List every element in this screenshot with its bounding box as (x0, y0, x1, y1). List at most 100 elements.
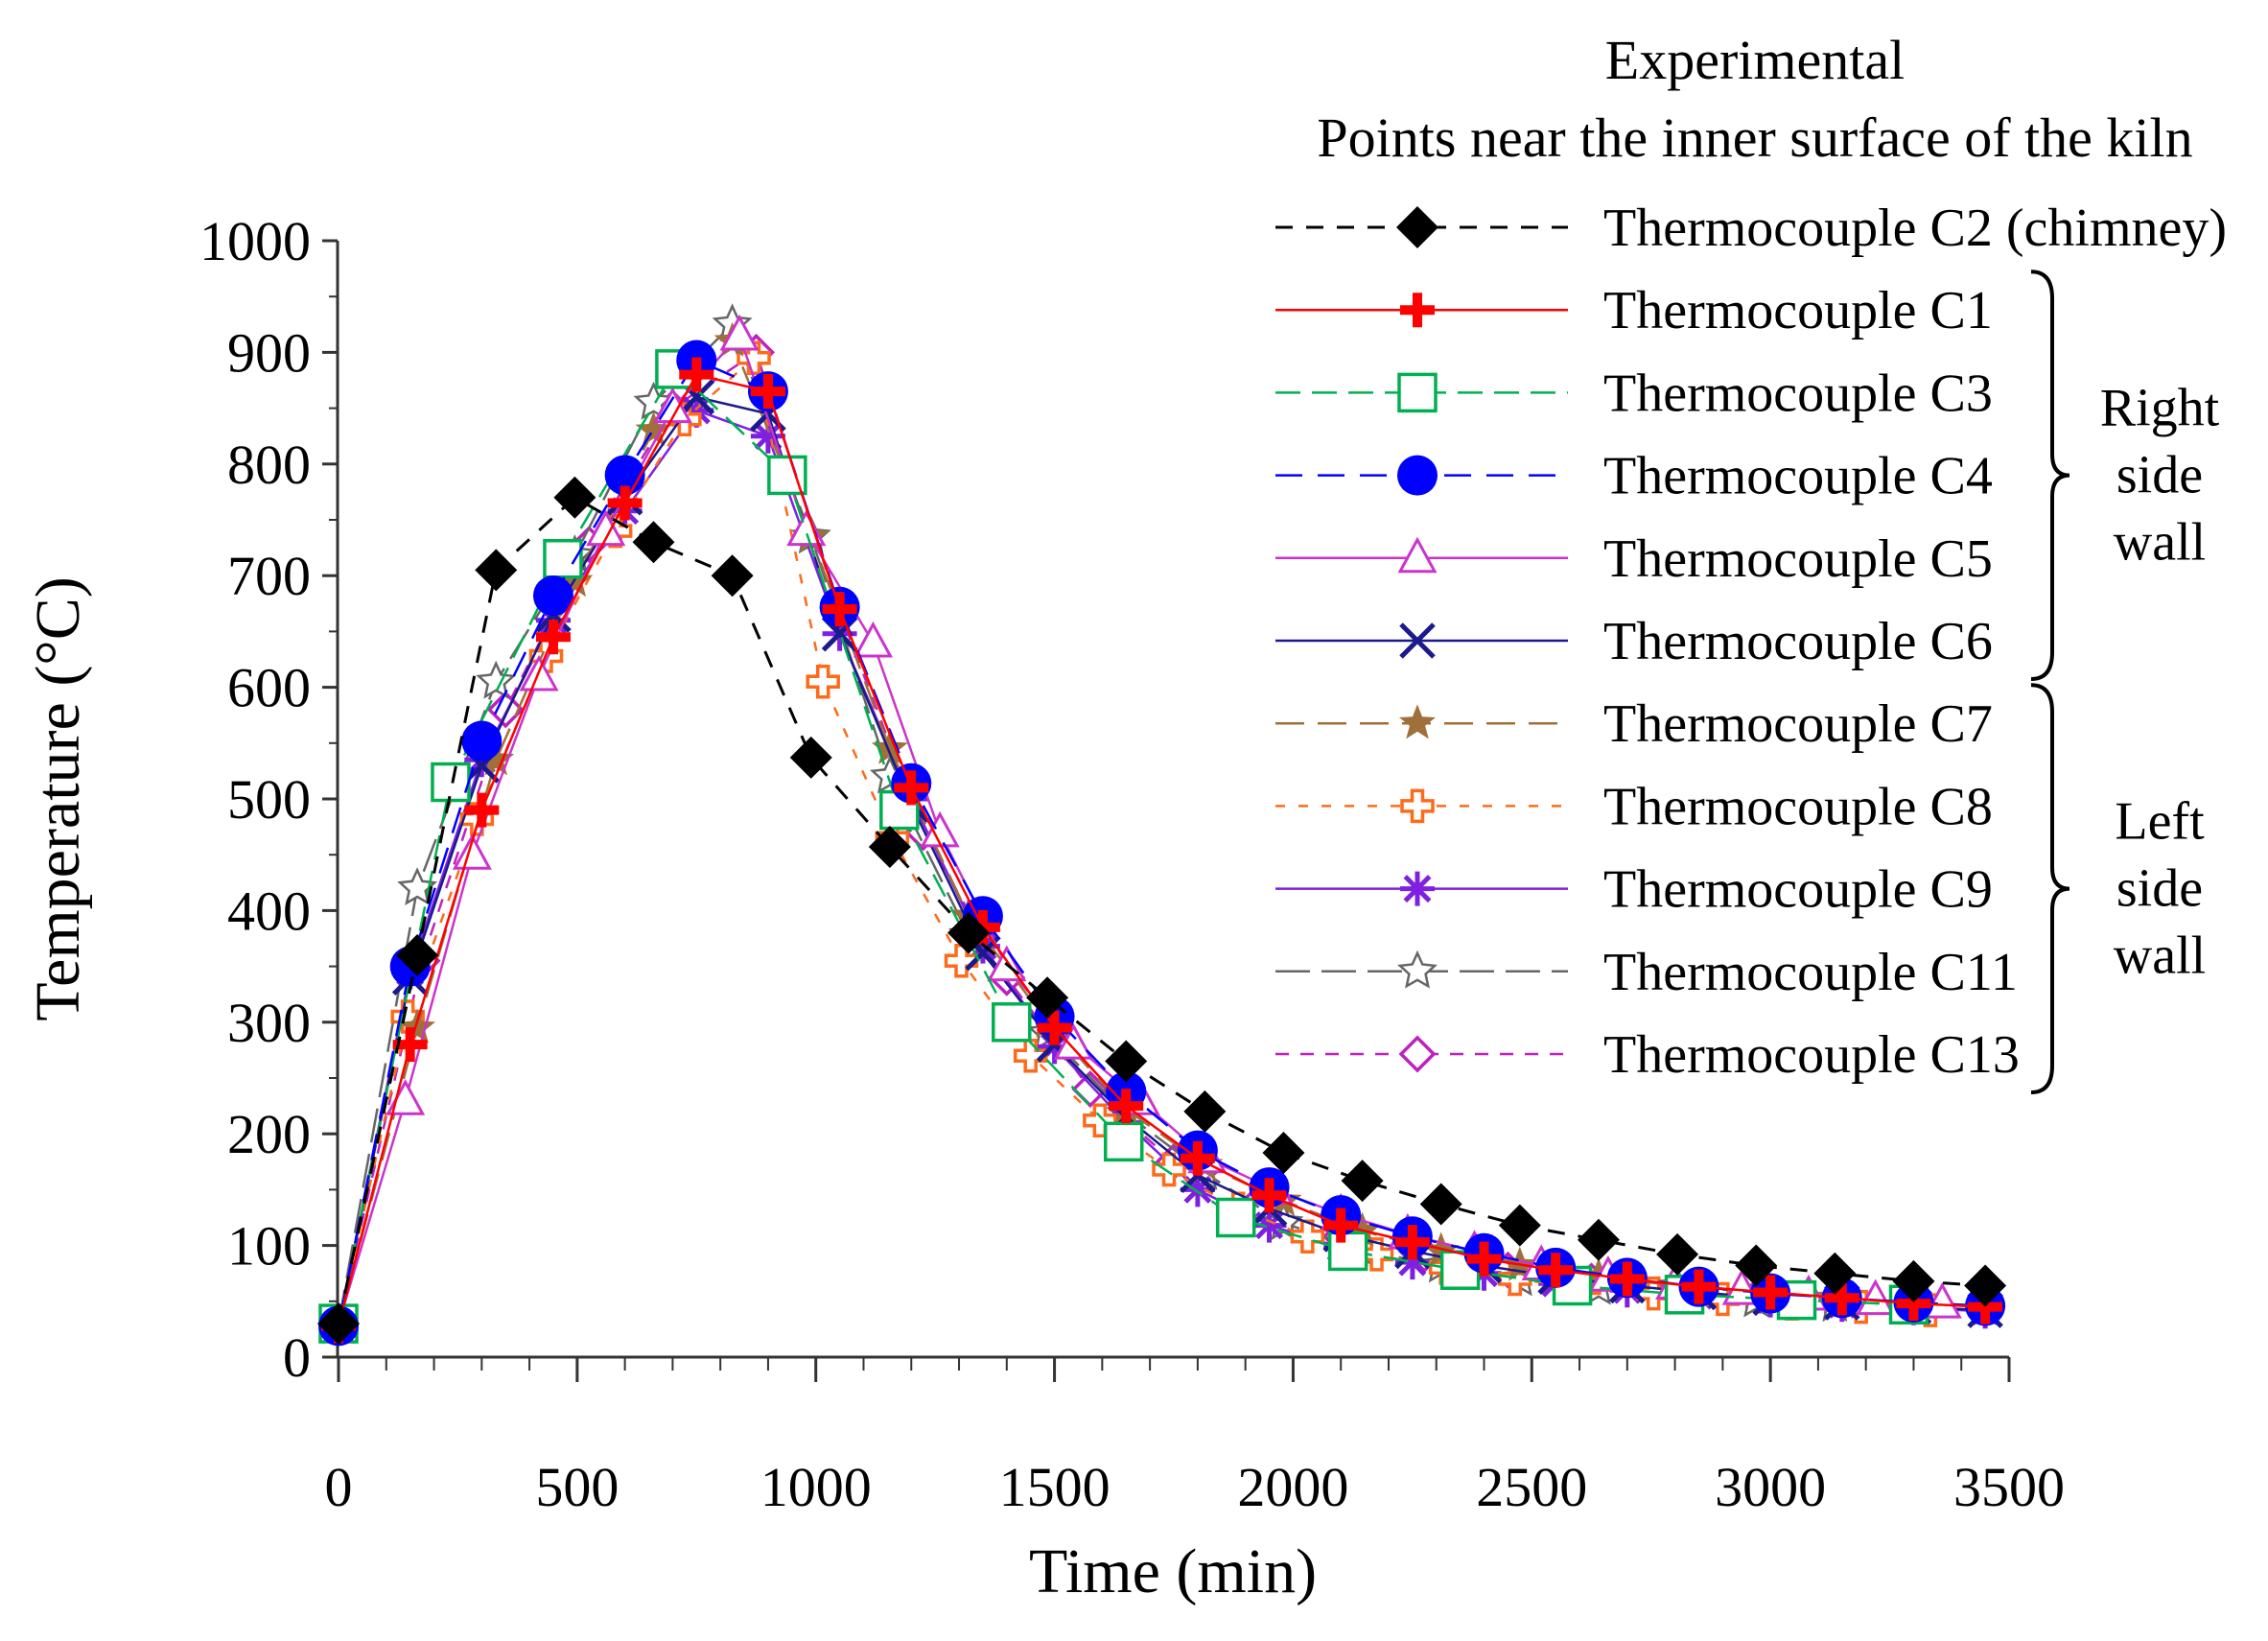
group-brace (2030, 683, 2070, 1094)
data-point (1824, 1280, 1859, 1316)
data-point (317, 1302, 360, 1346)
legend-entry: Thermocouple C11 (1275, 943, 2018, 1002)
x-tick-label: 2000 (1237, 1456, 1348, 1518)
legend-marker (1397, 949, 1438, 989)
data-point (1323, 1207, 1359, 1243)
data-point (894, 770, 929, 806)
legend-marker (1398, 1035, 1437, 1073)
legend-entry: Thermocouple C6 (1275, 612, 1993, 671)
data-point (1037, 1010, 1072, 1045)
data-point (1180, 1172, 1215, 1207)
data-point (1152, 1152, 1186, 1187)
data-point (452, 833, 492, 870)
data-point (1964, 1264, 2007, 1307)
legend-label: Thermocouple C2 (chimney) (1603, 199, 2227, 258)
y-tick-label: 600 (227, 657, 311, 719)
group-label-line: side (2116, 859, 2203, 919)
data-point (1394, 1245, 1430, 1280)
data-point (679, 357, 714, 392)
legend-title-1: Experimental (1605, 29, 1905, 91)
data-point (1103, 1121, 1144, 1162)
data-point (1109, 1089, 1144, 1124)
data-point (679, 392, 714, 428)
x-tick-label: 3000 (1715, 1456, 1826, 1518)
y-axis-title: Temperature (°C) (23, 576, 93, 1020)
data-point (1466, 1241, 1502, 1277)
data-point (1183, 1090, 1227, 1133)
legend-label: Thermocouple C1 (1603, 281, 1993, 340)
legend-entry: Thermocouple C5 (1275, 529, 1993, 589)
data-point (992, 1002, 1032, 1043)
data-point (767, 455, 807, 496)
data-point (1026, 976, 1069, 1020)
y-tick-label: 200 (227, 1103, 311, 1165)
data-point (1735, 1244, 1778, 1287)
data-point (944, 944, 979, 978)
group-label-line: wall (2114, 926, 2206, 986)
y-tick-label: 300 (227, 992, 311, 1054)
data-point (822, 592, 857, 627)
legend-title-2: Points near the inner surface of the kil… (1317, 106, 2192, 169)
group-label-line: Left (2115, 792, 2205, 852)
legend-marker (1400, 871, 1435, 906)
y-tick-label: 400 (227, 879, 311, 942)
y-tick-label: 700 (227, 545, 311, 607)
series-line (337, 373, 1986, 1326)
group-label-line: side (2116, 446, 2203, 505)
legend: Experimental Points near the inner surfa… (1275, 29, 2227, 1085)
data-point (1053, 1022, 1094, 1060)
legend-entry: Thermocouple C9 (1275, 860, 1993, 920)
y-tick-label: 1000 (199, 210, 311, 272)
data-point (1577, 1218, 1620, 1261)
data-point (1394, 1225, 1430, 1260)
y-tick-label: 500 (227, 768, 311, 831)
data-point (476, 660, 517, 699)
data-point (719, 314, 760, 351)
x-tick-label: 1500 (999, 1456, 1111, 1518)
data-point (586, 509, 626, 547)
data-point (871, 729, 908, 764)
data-point (1180, 1140, 1215, 1176)
legend-entry: Thermocouple C2 (chimney) (1275, 199, 2227, 258)
data-point (1215, 1197, 1256, 1238)
plot-series (317, 303, 2007, 1347)
data-point (553, 476, 596, 519)
data-point (868, 826, 911, 869)
legend-marker (1397, 536, 1438, 574)
data-point (464, 792, 500, 828)
data-point (1896, 1286, 1931, 1322)
y-tick-label: 100 (227, 1215, 311, 1278)
data-point (1498, 1204, 1541, 1247)
data-point (789, 736, 832, 779)
data-point (478, 740, 515, 776)
y-tick-label: 800 (227, 434, 311, 496)
data-point (396, 933, 439, 976)
legend-marker (1399, 622, 1436, 659)
data-point (1013, 1038, 1048, 1073)
legend-label: Thermocouple C4 (1603, 447, 1993, 506)
legend-label: Thermocouple C8 (1603, 777, 1993, 836)
data-point (750, 418, 785, 454)
data-point (475, 549, 518, 592)
data-point (1892, 1259, 1935, 1302)
data-point (635, 410, 672, 447)
legend-label: Thermocouple C3 (1603, 363, 1993, 423)
data-point (1251, 1207, 1287, 1243)
data-point (1341, 1160, 1384, 1203)
data-point (1251, 1178, 1287, 1213)
data-point (607, 485, 643, 521)
data-point (1968, 1289, 2003, 1325)
legend-marker (1400, 788, 1435, 824)
legend-entry: Thermocouple C7 (1275, 694, 1993, 754)
axes: 0 100 200 300 400 500 600 700 800 900 1000 0 500 1000… (23, 210, 2065, 1606)
group-label-line: wall (2114, 513, 2206, 573)
data-point (1290, 1219, 1325, 1254)
data-point (1262, 1131, 1305, 1174)
legend-label: Thermocouple C7 (1603, 694, 1993, 754)
x-tick-label: 500 (535, 1456, 619, 1518)
group-brace (2030, 270, 2070, 681)
x-axis-title: Time (min) (1029, 1536, 1317, 1606)
data-point (1538, 1253, 1574, 1288)
data-point (1419, 1183, 1462, 1226)
